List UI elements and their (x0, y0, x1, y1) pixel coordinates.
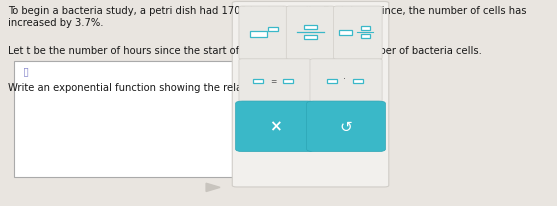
Bar (353, 80, 363, 83)
Bar (304, 36, 316, 40)
Bar (253, 80, 263, 83)
Bar (326, 80, 336, 83)
FancyBboxPatch shape (239, 60, 311, 103)
Bar (339, 31, 352, 36)
Text: =: = (270, 77, 276, 86)
Text: To begin a bacteria study, a petri dish had 1700 bacteria cells. Each hour since: To begin a bacteria study, a petri dish … (8, 6, 527, 28)
FancyBboxPatch shape (306, 102, 385, 152)
FancyBboxPatch shape (232, 2, 389, 187)
Bar (361, 27, 370, 31)
Text: ▯: ▯ (23, 66, 30, 76)
Bar (250, 32, 267, 38)
Polygon shape (206, 183, 220, 192)
FancyBboxPatch shape (239, 7, 287, 60)
FancyBboxPatch shape (286, 7, 335, 60)
Bar (268, 28, 278, 32)
Text: Write an exponential function showing the relationship between y and t.: Write an exponential function showing th… (8, 82, 370, 92)
Text: ↺: ↺ (340, 119, 353, 134)
FancyBboxPatch shape (310, 60, 382, 103)
Text: ·: · (343, 73, 346, 83)
Text: ×: × (268, 119, 281, 134)
FancyBboxPatch shape (236, 102, 314, 152)
FancyBboxPatch shape (334, 7, 382, 60)
Text: Let t be the number of hours since the start of the study. Let y be the number o: Let t be the number of hours since the s… (8, 45, 482, 55)
Bar (304, 26, 316, 30)
Bar (284, 80, 294, 83)
FancyBboxPatch shape (14, 62, 237, 177)
Bar (361, 35, 370, 39)
